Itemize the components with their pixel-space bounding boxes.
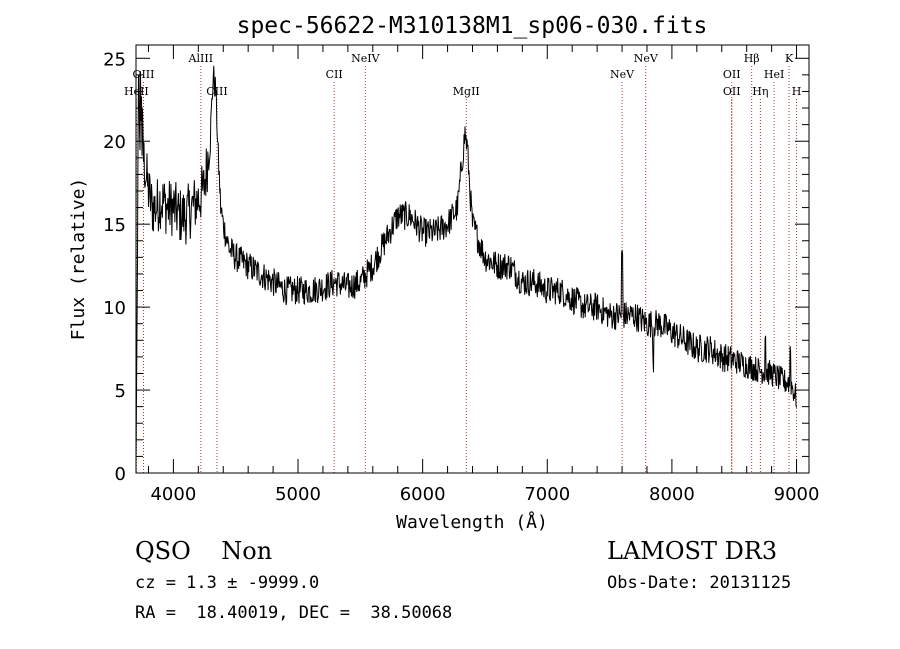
y-tick-label: 10 xyxy=(103,298,126,319)
line-marker-label: NeV xyxy=(634,52,659,65)
object-class-label: QSO Non xyxy=(135,537,273,565)
x-tick-label: 9000 xyxy=(774,484,820,505)
x-tick-label: 6000 xyxy=(400,484,446,505)
spectrum-line xyxy=(135,65,797,473)
line-marker-label: MgII xyxy=(453,85,480,98)
line-marker-label: OIII xyxy=(132,68,154,81)
line-marker-label: H xyxy=(792,85,802,98)
line-marker-label: CII xyxy=(326,68,343,81)
y-tick-label: 20 xyxy=(103,132,126,153)
y-tick-label: 5 xyxy=(115,381,126,402)
y-tick-label: 25 xyxy=(103,49,126,70)
spectrum-chart: spec-56622-M310138M1_sp06-030.fits OIII H… xyxy=(68,13,819,533)
x-tick-label: 8000 xyxy=(649,484,695,505)
line-marker-label: NeIV xyxy=(351,52,380,65)
y-tick-label: 0 xyxy=(115,464,126,485)
y-axis-label: Flux (relative) xyxy=(68,178,89,341)
y-tick-label: 15 xyxy=(103,215,126,236)
chart-title: spec-56622-M310138M1_sp06-030.fits xyxy=(237,13,708,39)
line-marker-label: OII xyxy=(723,68,741,81)
x-tick-label: 7000 xyxy=(524,484,570,505)
x-tick-label: 4000 xyxy=(150,484,196,505)
line-marker-label: Hη xyxy=(752,85,768,98)
line-marker-label: HeI xyxy=(764,68,784,81)
line-marker-label: OII xyxy=(723,85,741,98)
axis-tick-layer: 4000 5000 6000 7000 8000 9000 0 5 10 15 20 25 xyxy=(103,45,819,505)
x-tick-label: 5000 xyxy=(275,484,321,505)
redshift-readout: cz = 1.3 ± -9999.0 xyxy=(135,573,320,593)
line-marker-label: CIII xyxy=(206,85,227,98)
coordinates-readout: RA = 18.40019, DEC = 38.50068 xyxy=(135,603,453,623)
line-marker-label: K xyxy=(785,52,794,65)
line-marker-label: AlIII xyxy=(188,52,214,65)
line-marker-label: Hβ xyxy=(744,52,760,65)
survey-label: LAMOST DR3 xyxy=(607,537,778,565)
spectrum-layer xyxy=(135,65,797,473)
line-marker-label: NeV xyxy=(610,68,635,81)
line-marker-layer: OIIIHeIIAlIIICIIICIINeIVMgIINeVNeVOIIOII… xyxy=(124,52,801,473)
obs-date-readout: Obs-Date: 20131125 xyxy=(607,573,792,593)
x-axis-label: Wavelength (Å) xyxy=(396,511,548,533)
